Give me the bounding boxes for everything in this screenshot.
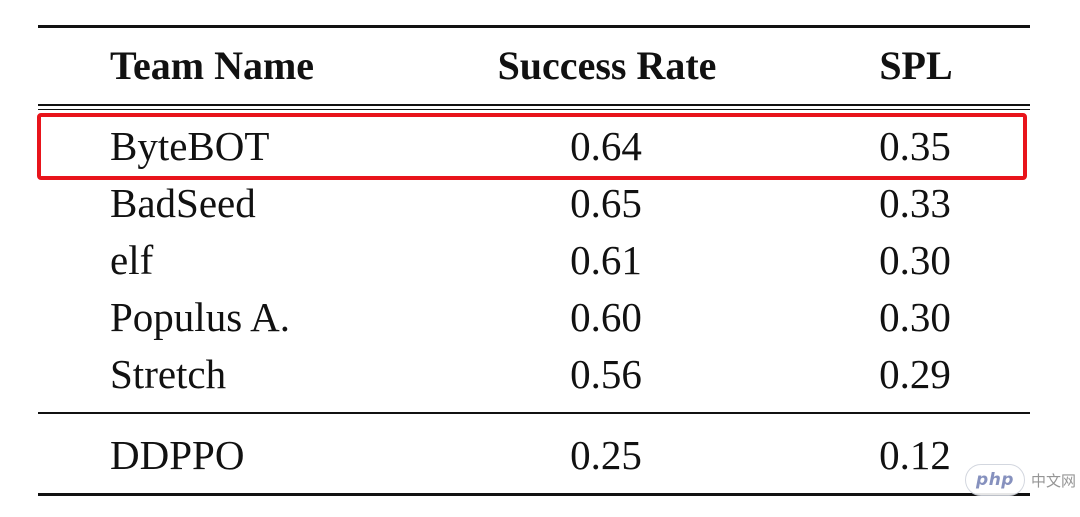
header-team-name: Team Name <box>110 43 315 88</box>
team-name-cell: Stretch <box>110 351 227 397</box>
table-row: elf 0.61 0.30 <box>0 232 1080 288</box>
baseline-spl-cell: 0.12 <box>879 432 951 478</box>
table-row: ByteBOT 0.64 0.35 <box>0 118 1080 174</box>
team-name-cell: Populus A. <box>110 294 290 340</box>
team-name-cell: ByteBOT <box>110 123 270 169</box>
team-name-cell: elf <box>110 237 154 283</box>
table-row: Populus A. 0.60 0.30 <box>0 289 1080 345</box>
spl-cell: 0.33 <box>879 180 951 226</box>
watermark-text: 中文网 <box>1030 471 1076 490</box>
highlight-box <box>37 113 1027 180</box>
success-rate-cell: 0.65 <box>570 180 642 226</box>
team-name-cell: BadSeed <box>110 180 256 226</box>
table-row: Stretch 0.56 0.29 <box>0 346 1080 402</box>
success-rate-cell: 0.56 <box>570 351 642 397</box>
success-rate-cell: 0.64 <box>570 123 642 169</box>
bottom-rule <box>38 493 1030 496</box>
table-row: BadSeed 0.65 0.33 <box>0 175 1080 231</box>
success-rate-cell: 0.60 <box>570 294 642 340</box>
watermark-logo: php <box>976 470 1014 490</box>
baseline-team-name-cell: DDPPO <box>110 432 245 478</box>
success-rate-cell: 0.61 <box>570 237 642 283</box>
top-rule <box>38 25 1030 28</box>
header-success-rate: Success Rate <box>497 43 717 88</box>
spl-cell: 0.30 <box>879 294 951 340</box>
spl-cell: 0.30 <box>879 237 951 283</box>
watermark: php 中文网 <box>965 463 1076 497</box>
baseline-separator-rule <box>38 412 1030 414</box>
watermark-logo-badge: php <box>965 464 1025 496</box>
baseline-success-rate-cell: 0.25 <box>570 432 642 478</box>
header-row: Team Name Success Rate SPL <box>0 38 1080 94</box>
baseline-row: DDPPO 0.25 0.12 <box>0 427 1080 483</box>
spl-cell: 0.29 <box>879 351 951 397</box>
header-rule-lower <box>38 109 1030 110</box>
header-rule-upper <box>38 104 1030 106</box>
header-spl: SPL <box>879 43 953 88</box>
spl-cell: 0.35 <box>879 123 951 169</box>
